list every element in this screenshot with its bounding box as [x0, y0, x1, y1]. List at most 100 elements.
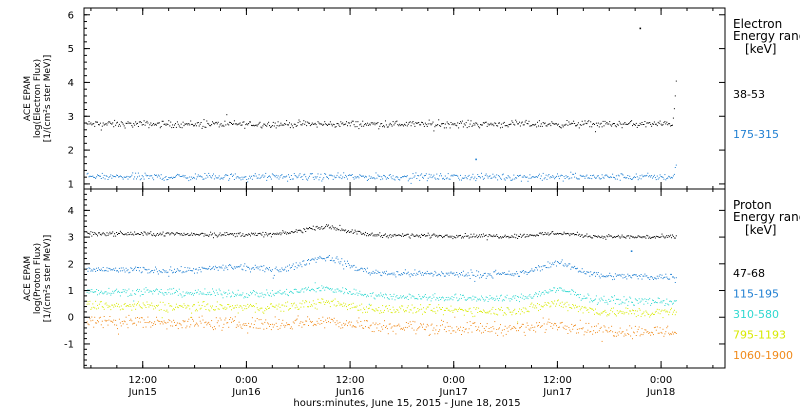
- data-point: [154, 174, 156, 176]
- data-point: [556, 123, 557, 125]
- data-point: [182, 235, 184, 236]
- data-point: [269, 233, 270, 235]
- data-point: [618, 175, 620, 177]
- data-point: [155, 266, 156, 268]
- data-point: [604, 275, 606, 277]
- data-point: [385, 270, 387, 272]
- data-point: [358, 309, 360, 311]
- data-point: [540, 325, 542, 327]
- data-point: [158, 320, 160, 322]
- data-point: [155, 235, 156, 237]
- data-point: [234, 316, 236, 318]
- data-point: [364, 293, 366, 295]
- data-point: [360, 175, 362, 177]
- data-point: [342, 305, 344, 307]
- data-point: [669, 123, 671, 125]
- data-point: [542, 306, 544, 308]
- data-point: [425, 308, 427, 310]
- data-point: [529, 270, 531, 272]
- data-point: [167, 232, 169, 234]
- data-point: [251, 292, 253, 294]
- data-point: [494, 300, 496, 301]
- data-point: [452, 175, 454, 177]
- data-point: [596, 331, 598, 333]
- data-point: [551, 177, 553, 178]
- data-point: [383, 174, 385, 176]
- data-point: [655, 329, 657, 331]
- data-point: [251, 175, 252, 177]
- data-point: [568, 121, 570, 123]
- data-point: [342, 287, 344, 289]
- data-point: [333, 175, 335, 177]
- data-point: [552, 327, 554, 329]
- data-point: [443, 300, 445, 302]
- data-point: [154, 269, 156, 271]
- data-point: [442, 320, 444, 322]
- data-point: [633, 123, 634, 125]
- data-point: [672, 234, 673, 236]
- data-point: [456, 125, 458, 127]
- data-point: [402, 296, 404, 298]
- data-point: [370, 295, 372, 297]
- data-point: [404, 296, 406, 298]
- data-point: [634, 310, 636, 312]
- data-point: [120, 325, 122, 327]
- data-point: [423, 125, 425, 127]
- data-point: [475, 122, 477, 124]
- data-point: [224, 175, 226, 177]
- data-point: [336, 288, 338, 290]
- data-point: [222, 264, 224, 266]
- data-point: [576, 328, 578, 330]
- data-point: [245, 270, 247, 272]
- data-point: [150, 326, 152, 328]
- data-point: [287, 265, 289, 267]
- data-point: [297, 315, 299, 317]
- data-point: [493, 234, 495, 236]
- data-point: [511, 274, 513, 276]
- data-point: [576, 125, 577, 127]
- data-point: [555, 323, 557, 325]
- data-point: [219, 124, 221, 126]
- data-point: [353, 178, 355, 180]
- data-point: [444, 123, 446, 125]
- data-point: [627, 273, 629, 275]
- data-point: [484, 299, 486, 301]
- data-point: [500, 295, 501, 297]
- data-point: [587, 236, 589, 238]
- data-point: [548, 302, 550, 304]
- data-point: [192, 178, 194, 180]
- data-point: [456, 309, 458, 311]
- data-point: [624, 237, 626, 238]
- data-point: [673, 277, 675, 279]
- data-point: [653, 279, 654, 280]
- data-point: [493, 312, 495, 314]
- data-point: [239, 177, 241, 179]
- data-point: [122, 289, 124, 291]
- data-point: [596, 236, 598, 238]
- data-point: [399, 306, 401, 308]
- data-point: [547, 302, 549, 303]
- electron-legend-entry: 38-53: [733, 88, 765, 101]
- data-point: [365, 326, 366, 328]
- data-point: [473, 178, 475, 180]
- data-point: [577, 178, 579, 180]
- data-point: [112, 304, 114, 306]
- data-point: [553, 176, 555, 178]
- data-point: [564, 233, 566, 235]
- data-point: [142, 266, 144, 268]
- data-point: [184, 123, 186, 125]
- data-point: [157, 122, 159, 124]
- data-point: [536, 293, 538, 295]
- data-point: [603, 177, 605, 179]
- data-point: [453, 297, 455, 298]
- data-point: [674, 167, 676, 168]
- data-point: [310, 124, 312, 126]
- data-point: [409, 309, 411, 311]
- data-point-outlier: [639, 27, 642, 30]
- data-point: [405, 297, 407, 299]
- data-point: [426, 270, 428, 272]
- data-point: [175, 325, 176, 326]
- data-point: [298, 119, 300, 121]
- data-point: [670, 125, 672, 127]
- data-point: [151, 125, 153, 127]
